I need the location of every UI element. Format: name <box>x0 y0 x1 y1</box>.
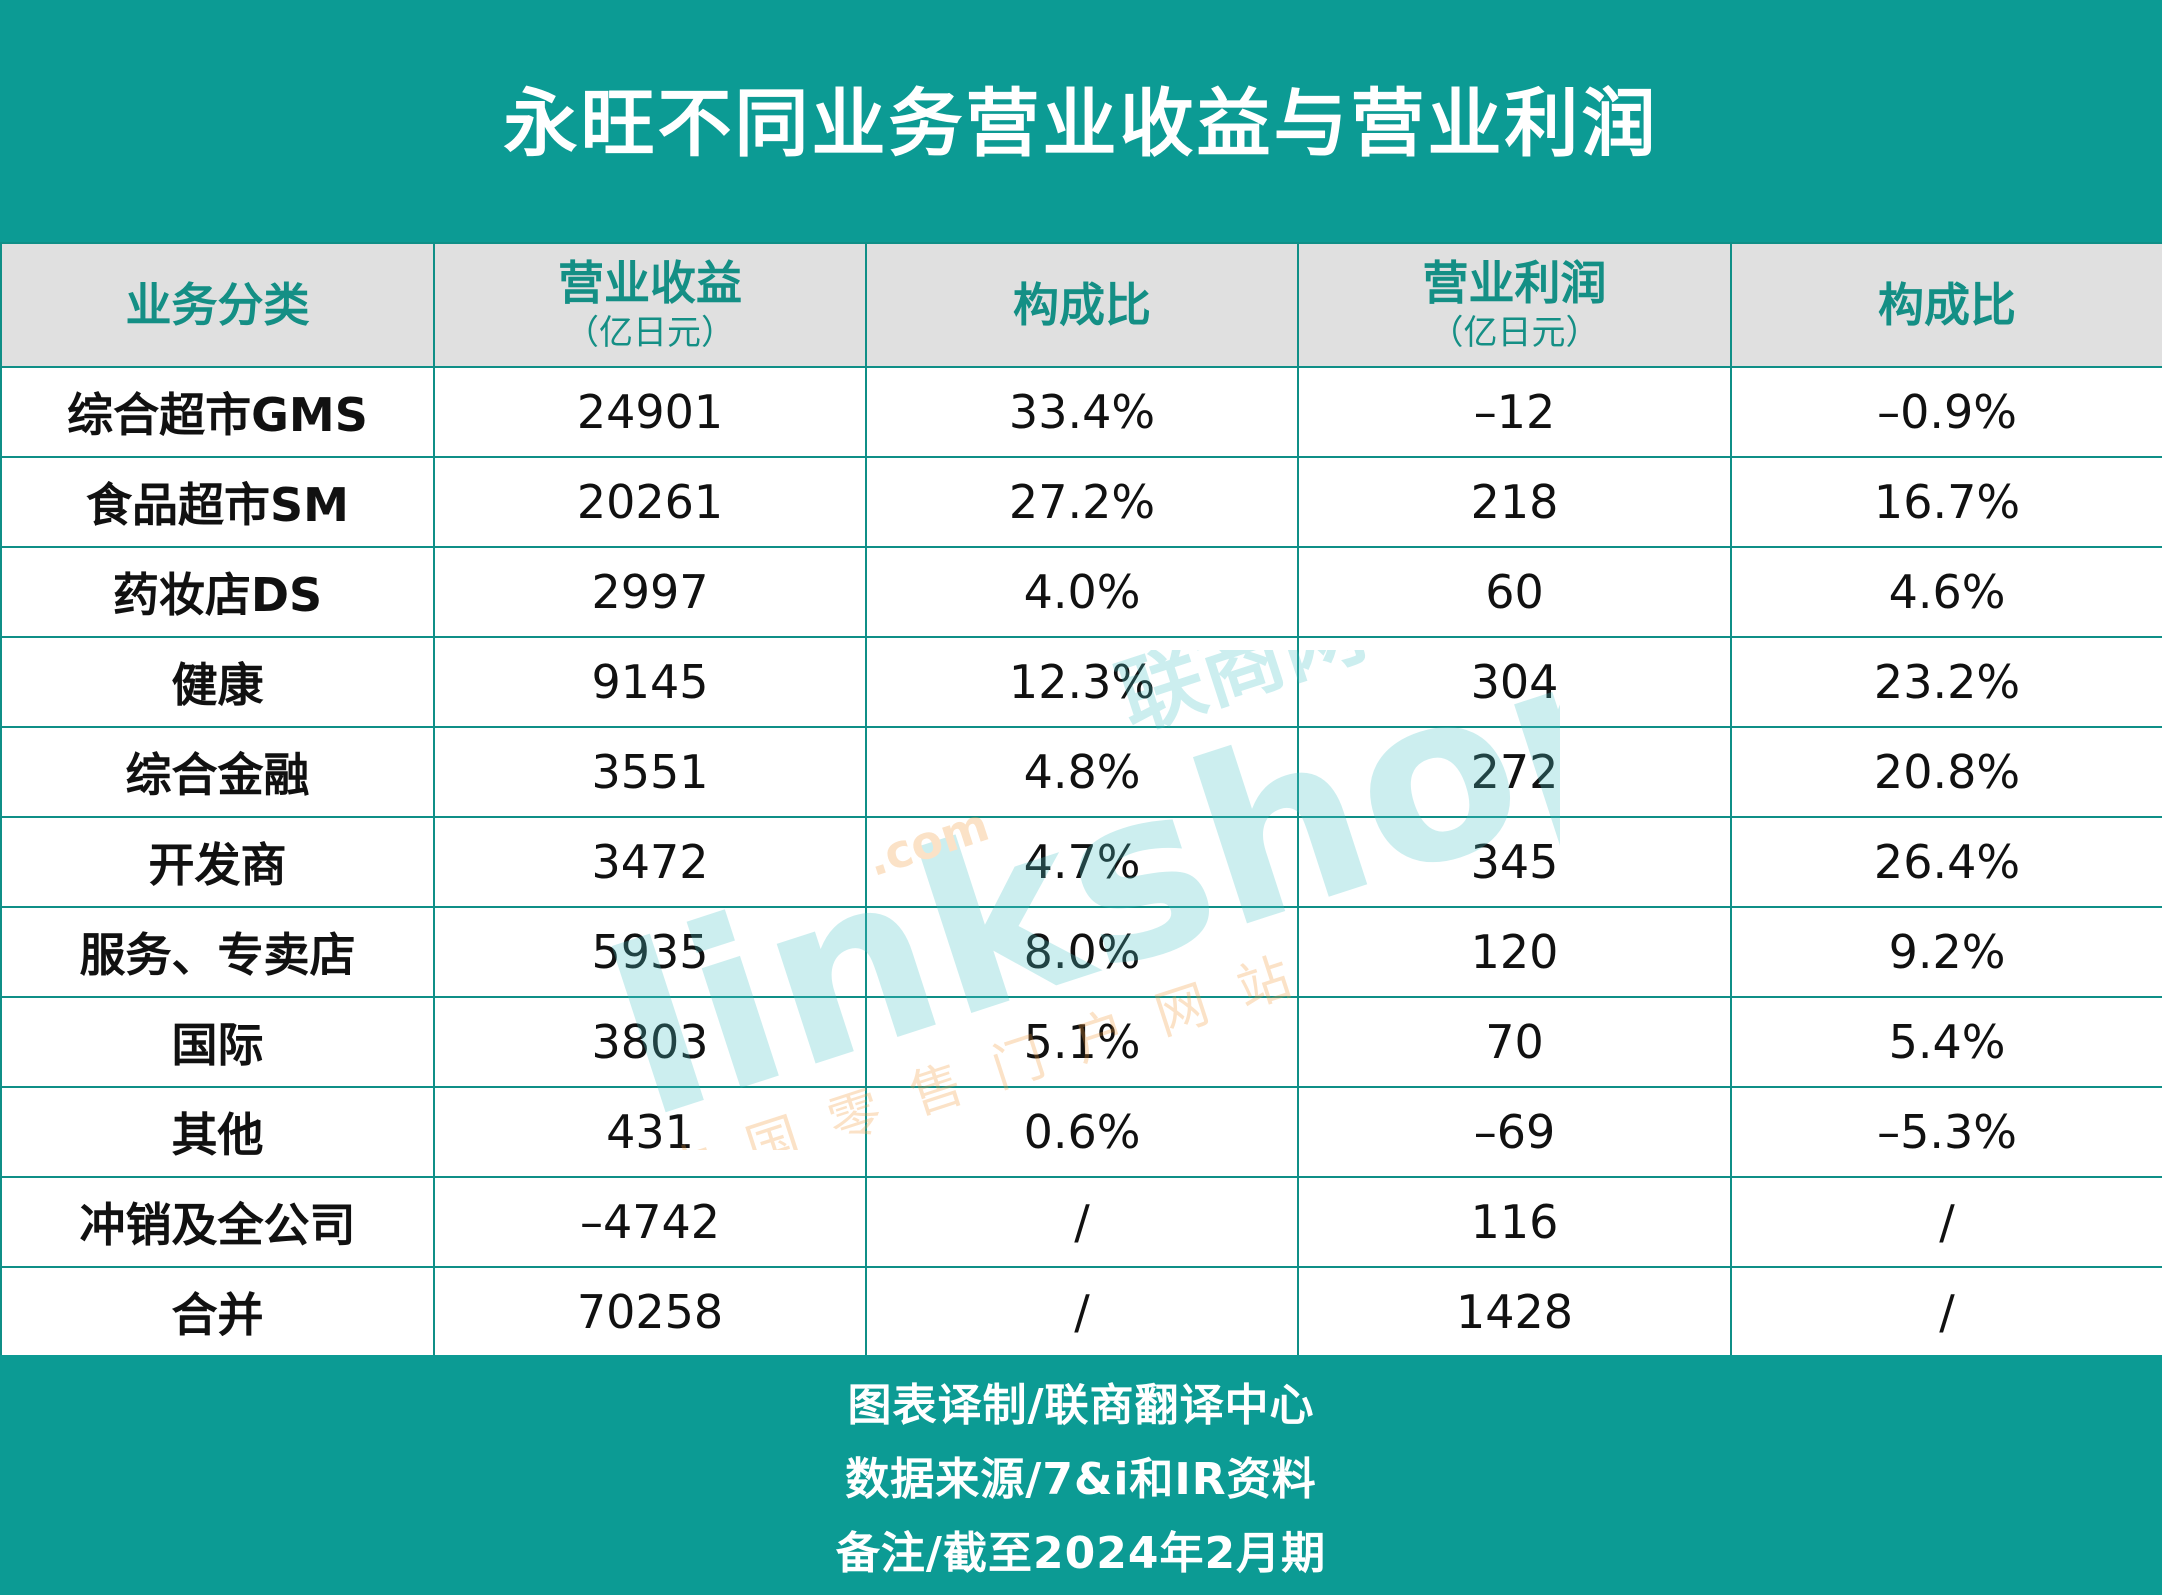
profit-cell: 304 <box>1297 636 1732 728</box>
category-cell: 冲销及全公司 <box>0 1176 435 1268</box>
table-row: 食品超市SM 20261 27.2% 218 16.7% <box>0 456 2162 548</box>
business-segment-table: 业务分类 营业收益 （亿日元） 构成比 营业利润 （亿日元） 构成比 综合超市G… <box>0 242 2162 1358</box>
profit-share-cell: 9.2% <box>1730 906 2162 998</box>
profit-cell: 272 <box>1297 726 1732 818</box>
table-row: 其他 431 0.6% –69 –5.3% <box>0 1086 2162 1178</box>
header-revenue-share-label: 构成比 <box>1013 277 1151 332</box>
profit-share-cell: –5.3% <box>1730 1086 2162 1178</box>
category-cell: 国际 <box>0 996 435 1088</box>
profit-share-cell: 23.2% <box>1730 636 2162 728</box>
header-profit-share: 构成比 <box>1730 242 2162 368</box>
revenue-share-cell: 33.4% <box>865 366 1299 458</box>
table-row: 服务、专卖店 5935 8.0% 120 9.2% <box>0 906 2162 998</box>
profit-cell: 218 <box>1297 456 1732 548</box>
table-row: 合并 70258 / 1428 / <box>0 1266 2162 1358</box>
profit-cell: –12 <box>1297 366 1732 458</box>
table-header-row: 业务分类 营业收益 （亿日元） 构成比 营业利润 （亿日元） 构成比 <box>0 242 2162 368</box>
revenue-share-cell: 5.1% <box>865 996 1299 1088</box>
profit-cell: 345 <box>1297 816 1732 908</box>
footer-banner: 图表译制/联商翻译中心 数据来源/7&i和IR资料 备注/截至2024年2月期 <box>0 1355 2162 1595</box>
revenue-cell: 431 <box>433 1086 867 1178</box>
revenue-cell: 2997 <box>433 546 867 638</box>
table-row: 国际 3803 5.1% 70 5.4% <box>0 996 2162 1088</box>
profit-share-cell: 5.4% <box>1730 996 2162 1088</box>
header-revenue-unit: （亿日元） <box>565 312 735 353</box>
table-row: 药妆店DS 2997 4.0% 60 4.6% <box>0 546 2162 638</box>
profit-share-cell: / <box>1730 1266 2162 1358</box>
revenue-share-cell: 12.3% <box>865 636 1299 728</box>
footer-source: 数据来源/7&i和IR资料 <box>845 1454 1317 1505</box>
revenue-share-cell: 0.6% <box>865 1086 1299 1178</box>
header-category-label: 业务分类 <box>125 277 310 332</box>
category-cell: 综合超市GMS <box>0 366 435 458</box>
category-cell: 药妆店DS <box>0 546 435 638</box>
table-row: 开发商 3472 4.7% 345 26.4% <box>0 816 2162 908</box>
profit-share-cell: 16.7% <box>1730 456 2162 548</box>
category-cell: 综合金融 <box>0 726 435 818</box>
profit-share-cell: 20.8% <box>1730 726 2162 818</box>
revenue-cell: 3472 <box>433 816 867 908</box>
revenue-cell: –4742 <box>433 1176 867 1268</box>
profit-share-cell: 26.4% <box>1730 816 2162 908</box>
revenue-share-cell: / <box>865 1266 1299 1358</box>
header-revenue: 营业收益 （亿日元） <box>433 242 867 368</box>
profit-cell: 120 <box>1297 906 1732 998</box>
profit-share-cell: / <box>1730 1176 2162 1268</box>
table-row: 综合金融 3551 4.8% 272 20.8% <box>0 726 2162 818</box>
category-cell: 食品超市SM <box>0 456 435 548</box>
category-cell: 服务、专卖店 <box>0 906 435 998</box>
profit-cell: 60 <box>1297 546 1732 638</box>
page-title: 永旺不同业务营业收益与营业利润 <box>503 80 1659 167</box>
table-row: 健康 9145 12.3% 304 23.2% <box>0 636 2162 728</box>
revenue-share-cell: 4.0% <box>865 546 1299 638</box>
revenue-share-cell: 4.8% <box>865 726 1299 818</box>
header-profit-share-label: 构成比 <box>1878 277 2016 332</box>
revenue-cell: 9145 <box>433 636 867 728</box>
profit-share-cell: 4.6% <box>1730 546 2162 638</box>
profit-cell: 70 <box>1297 996 1732 1088</box>
revenue-cell: 3551 <box>433 726 867 818</box>
title-banner: 永旺不同业务营业收益与营业利润 <box>0 0 2162 242</box>
revenue-cell: 5935 <box>433 906 867 998</box>
revenue-share-cell: 4.7% <box>865 816 1299 908</box>
category-cell: 健康 <box>0 636 435 728</box>
revenue-cell: 3803 <box>433 996 867 1088</box>
header-revenue-label: 营业收益 <box>558 256 742 310</box>
profit-cell: 116 <box>1297 1176 1732 1268</box>
footer-note: 备注/截至2024年2月期 <box>835 1528 1327 1579</box>
revenue-cell: 20261 <box>433 456 867 548</box>
header-profit-unit: （亿日元） <box>1429 312 1600 353</box>
category-cell: 开发商 <box>0 816 435 908</box>
table-row: 综合超市GMS 24901 33.4% –12 –0.9% <box>0 366 2162 458</box>
revenue-share-cell: / <box>865 1176 1299 1268</box>
category-cell: 合并 <box>0 1266 435 1358</box>
header-profit: 营业利润 （亿日元） <box>1297 242 1732 368</box>
profit-share-cell: –0.9% <box>1730 366 2162 458</box>
footer-credit: 图表译制/联商翻译中心 <box>847 1380 1315 1431</box>
header-revenue-share: 构成比 <box>865 242 1299 368</box>
header-profit-label: 营业利润 <box>1422 256 1607 310</box>
profit-cell: 1428 <box>1297 1266 1732 1358</box>
profit-cell: –69 <box>1297 1086 1732 1178</box>
revenue-share-cell: 8.0% <box>865 906 1299 998</box>
revenue-cell: 24901 <box>433 366 867 458</box>
revenue-cell: 70258 <box>433 1266 867 1358</box>
category-cell: 其他 <box>0 1086 435 1178</box>
revenue-share-cell: 27.2% <box>865 456 1299 548</box>
table-row: 冲销及全公司 –4742 / 116 / <box>0 1176 2162 1268</box>
header-category: 业务分类 <box>0 242 435 368</box>
